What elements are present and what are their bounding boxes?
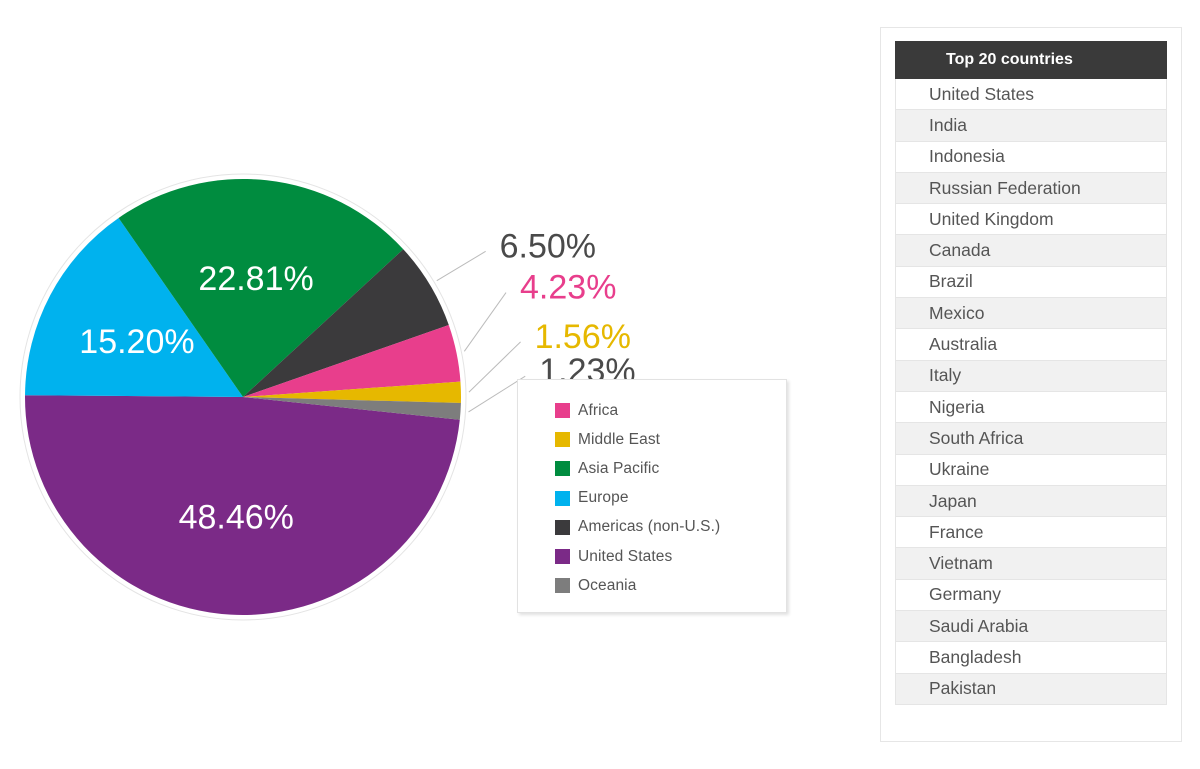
table-row: Saudi Arabia [895,611,1167,643]
legend-label: Middle East [578,430,661,448]
top-countries-panel: Top 20 countries United States India Indon… [880,27,1182,742]
table-header: Top 20 countries [895,41,1167,79]
slice-label: 1.56% [535,318,631,356]
legend-item: Middle East [555,425,786,454]
pie-slice-africa [243,325,461,397]
pie-slice-middle-east [243,381,461,403]
table-row: Russian Federation [895,172,1167,205]
legend-list: Africa Middle East Asia Pacific Europe Ameri… [518,380,786,600]
table-row: Ukraine [895,454,1167,486]
pie-slice-united-states [25,395,460,615]
leader-line [436,250,486,282]
legend-label: Oceania [578,576,637,594]
leader-line [468,375,526,413]
table-row: Indonesia [895,141,1167,173]
slice-label: 22.81% [198,260,313,298]
legend-label: Asia Pacific [578,459,660,477]
table-row: United Kingdom [895,204,1167,236]
legend-label: United States [578,547,673,565]
pie-slice-asia-pacific [118,179,404,397]
legend-swatch [555,461,570,477]
table-row: France [895,517,1167,549]
legend-item: Africa [555,396,786,425]
country-list: United States India Indonesia Russian Feder… [895,79,1167,705]
legend-item: Americas (non-U.S.) [555,513,786,542]
table-row: India [895,110,1167,142]
legend: Africa Middle East Asia Pacific Europe Ameri… [517,379,787,613]
legend-swatch [555,549,570,565]
legend-item: Europe [555,484,786,513]
table-row: Japan [895,485,1167,518]
legend-item: United States [555,542,786,571]
legend-item: Oceania [555,571,786,600]
legend-item: Asia Pacific [555,454,786,483]
leader-line [463,292,507,352]
table-row: Nigeria [895,391,1167,424]
slice-label: 48.46% [179,499,294,537]
pie-chart: 48.46%15.20%22.81%6.50%4.23%1.56%1.23% [19,173,636,621]
pie-slice-americas-non-u-s [243,249,449,397]
pie-slice-oceania [243,397,461,420]
legend-swatch [555,490,570,506]
table-row: Germany [895,579,1167,612]
legend-label: Europe [578,489,629,507]
table-row: Pakistan [895,673,1167,705]
table-row: Canada [895,235,1167,267]
slice-label: 4.23% [520,269,616,307]
table-row: Italy [895,360,1167,392]
slice-label: 6.50% [500,227,596,265]
leader-line [468,341,521,393]
table-row: Bangladesh [895,642,1167,674]
table-row: United States [895,79,1167,111]
legend-swatch [555,432,570,448]
legend-swatch [555,519,570,535]
legend-swatch [555,403,570,419]
legend-swatch [555,578,570,594]
slice-label: 15.20% [79,323,194,361]
pie-slice-europe [25,217,243,397]
table-row: Australia [895,329,1167,361]
legend-label: Africa [578,401,619,419]
table-row: Vietnam [895,548,1167,580]
legend-label: Americas (non-U.S.) [578,518,721,536]
table-row: Brazil [895,266,1167,299]
table-row: South Africa [895,423,1167,455]
table-row: Mexico [895,298,1167,330]
